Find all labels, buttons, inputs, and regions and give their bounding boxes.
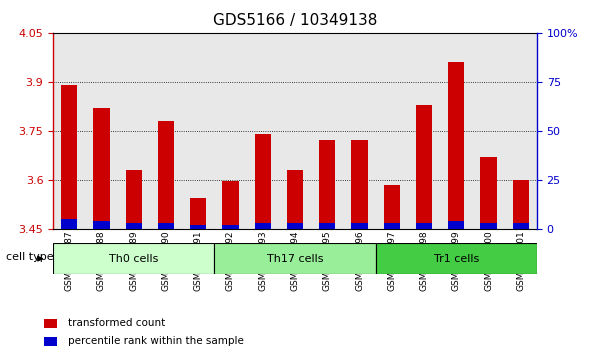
Bar [126,170,142,229]
Bar [214,243,376,274]
Bar [448,221,464,229]
Bar [44,337,57,346]
Bar [311,33,343,229]
Bar [53,243,214,274]
Bar [376,243,537,274]
Text: cell type: cell type [6,252,54,262]
Bar [376,33,408,229]
Bar [448,62,464,229]
Text: percentile rank within the sample: percentile rank within the sample [68,336,244,346]
Text: transformed count: transformed count [68,318,165,328]
Bar [150,33,182,229]
Bar [384,185,400,229]
Bar [440,33,473,229]
Bar [255,223,271,229]
Text: Th0 cells: Th0 cells [109,254,159,264]
Bar [384,223,400,229]
Bar [480,157,497,229]
Bar [53,33,86,229]
Bar [158,223,174,229]
Bar [319,223,335,229]
Bar [222,225,238,229]
Text: Th17 cells: Th17 cells [267,254,323,264]
Bar [416,223,432,229]
Bar [190,198,206,229]
Bar [126,223,142,229]
Bar [93,221,110,229]
Bar [513,223,529,229]
Bar [214,33,247,229]
Bar [352,140,368,229]
Bar [279,33,311,229]
Bar [473,33,504,229]
Bar [190,225,206,229]
Bar [44,319,57,328]
Bar [343,33,376,229]
Bar [255,134,271,229]
Bar [408,33,440,229]
Bar [61,219,77,229]
Bar [504,33,537,229]
Bar [86,33,117,229]
Bar [319,140,335,229]
Bar [61,85,77,229]
Bar [93,108,110,229]
Bar [117,33,150,229]
Bar [480,223,497,229]
Bar [352,223,368,229]
Bar [513,180,529,229]
Bar [182,33,214,229]
Bar [416,105,432,229]
Bar [287,223,303,229]
FancyArrowPatch shape [38,256,42,261]
Text: GDS5166 / 10349138: GDS5166 / 10349138 [213,13,377,28]
Text: Tr1 cells: Tr1 cells [434,254,479,264]
Bar [158,121,174,229]
Bar [247,33,279,229]
Bar [222,182,238,229]
Bar [287,170,303,229]
